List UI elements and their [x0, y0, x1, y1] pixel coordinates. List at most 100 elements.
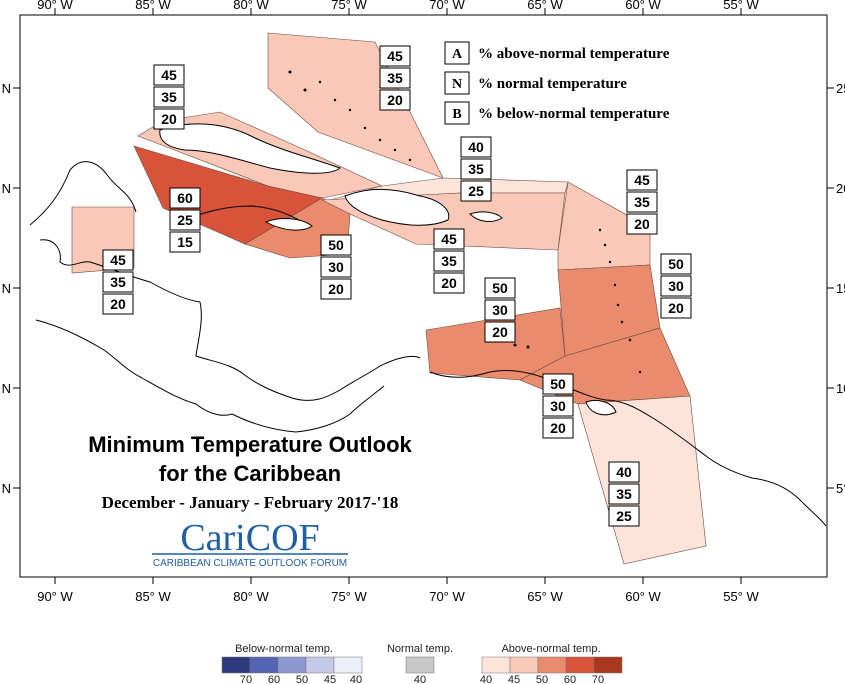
prob-stack-trinidad-barbados: 50 30 20: [542, 373, 574, 439]
jamaica-island: [264, 218, 313, 231]
map-period: December - January - February 2017-'18: [102, 493, 399, 512]
prob-above: 45: [110, 252, 126, 268]
prob-normal: 35: [634, 194, 650, 210]
logo-tagline: CARIBBEAN CLIMATE OUTLOOK FORUM: [153, 558, 347, 569]
key-letter-b: B: [452, 107, 461, 122]
scale-label: 60: [268, 674, 280, 684]
latitude-ticks: [13, 87, 834, 489]
scale-caption-normal: Normal temp.: [387, 643, 453, 655]
scale-label: 45: [508, 674, 520, 684]
prob-stack-guianas: 40 35 25: [608, 461, 640, 527]
prob-normal: 35: [441, 253, 457, 269]
colombia-pacific-coast: [231, 385, 385, 433]
scale-caption-below: Below-normal temp.: [235, 643, 333, 655]
prob-below: 20: [492, 324, 508, 340]
lon-label: 90° W: [37, 0, 73, 12]
lon-label: 75° W: [331, 589, 367, 604]
scale-label: 40: [414, 674, 426, 684]
hispaniola-island: [344, 188, 450, 226]
panama-colombia-coast: [195, 301, 421, 401]
prob-below: 25: [468, 183, 484, 199]
scale-swatch-normal-40: [405, 656, 435, 674]
lat-label: 15: [836, 281, 845, 296]
key-text-above: % above-normal temperature: [478, 46, 670, 62]
prob-normal: 30: [328, 259, 344, 275]
scale-swatch-below-40: [333, 656, 363, 674]
caricof-logo: CariCOF CARIBBEAN CLIMATE OUTLOOK FORUM: [152, 517, 348, 569]
prob-normal: 25: [177, 212, 193, 228]
lon-label: 85° W: [135, 0, 171, 12]
prob-normal: 30: [492, 302, 508, 318]
prob-below: 25: [616, 508, 632, 524]
prob-stack-jamaica: 50 30 20: [320, 234, 352, 300]
map-title-line2: for the Caribbean: [159, 461, 341, 486]
prob-stack-abc-islands: 50 30 20: [484, 277, 516, 343]
lon-label: 60° W: [625, 589, 661, 604]
lat-label: N: [2, 481, 11, 496]
prob-above: 40: [616, 464, 632, 480]
scale-label: 40: [480, 674, 492, 684]
prob-stack-cayman-jamaica-belt: 60 25 15: [169, 187, 201, 253]
lat-label: 20: [836, 181, 845, 196]
prob-above: 45: [387, 48, 403, 64]
prob-normal: 30: [668, 278, 684, 294]
title-block: Minimum Temperature Outlook for the Cari…: [88, 432, 412, 512]
longitude-ticks: [54, 8, 742, 584]
prob-stack-windward-islands: 50 30 20: [660, 253, 692, 319]
lat-label: 5°: [836, 481, 845, 496]
prob-normal: 35: [387, 70, 403, 86]
prob-above: 50: [550, 376, 566, 392]
lon-label: 65° W: [527, 0, 563, 12]
lat-label: 25: [836, 81, 845, 96]
south-america-north-coast: [429, 369, 827, 527]
islands: [159, 123, 617, 416]
logo-wordmark: CariCOF: [180, 517, 319, 559]
scale-swatch-above-40: [481, 656, 511, 674]
puerto-rico-island: [469, 211, 503, 222]
key-letter-a: A: [452, 47, 463, 62]
lon-label: 70° W: [429, 0, 465, 12]
lat-label: N: [2, 181, 11, 196]
scale-label: 45: [324, 674, 336, 684]
prob-stack-leeward-islands: 45 35 20: [626, 169, 658, 235]
scale-swatch-below-70: [221, 656, 251, 674]
prob-below: 20: [110, 296, 126, 312]
lon-label: 70° W: [429, 589, 465, 604]
scale-label: 40: [350, 674, 362, 684]
prob-above: 40: [468, 139, 484, 155]
lat-label: N: [2, 381, 11, 396]
prob-above: 45: [161, 67, 177, 83]
scale-swatch-above-70: [593, 656, 623, 674]
prob-below: 20: [634, 216, 650, 232]
scale-label: 50: [536, 674, 548, 684]
cuba-island: [159, 123, 342, 174]
scale-swatch-above-60: [565, 656, 595, 674]
zone-bahamas: [267, 32, 444, 179]
prob-normal: 35: [161, 89, 177, 105]
prob-above: 45: [441, 231, 457, 247]
prob-stack-belize: 45 35 20: [102, 249, 134, 315]
prob-above: 50: [328, 237, 344, 253]
key-letter-n: N: [452, 77, 462, 92]
scale-label: 60: [564, 674, 576, 684]
prob-below: 15: [177, 234, 193, 250]
lat-label: 10: [836, 381, 845, 396]
prob-normal: 35: [110, 274, 126, 290]
central-america-north-coast: [39, 239, 201, 303]
lat-label: N: [2, 81, 11, 96]
key-text-normal: % normal temperature: [478, 76, 627, 92]
latitude-labels-left: N N N N N: [2, 81, 11, 496]
prob-below: 20: [328, 281, 344, 297]
scale-label: 70: [240, 674, 252, 684]
prob-normal: 30: [550, 398, 566, 414]
prob-below: 20: [161, 111, 177, 127]
key-text-below: % below-normal temperature: [478, 106, 670, 122]
scale-label: 70: [592, 674, 604, 684]
prob-below: 20: [441, 275, 457, 291]
scale-swatch-above-50: [537, 656, 567, 674]
prob-normal: 35: [468, 161, 484, 177]
lon-label: 55° W: [723, 589, 759, 604]
latitude-labels-right: 25 20 15 10 5°: [836, 81, 845, 496]
mexico-coast: [29, 161, 137, 226]
